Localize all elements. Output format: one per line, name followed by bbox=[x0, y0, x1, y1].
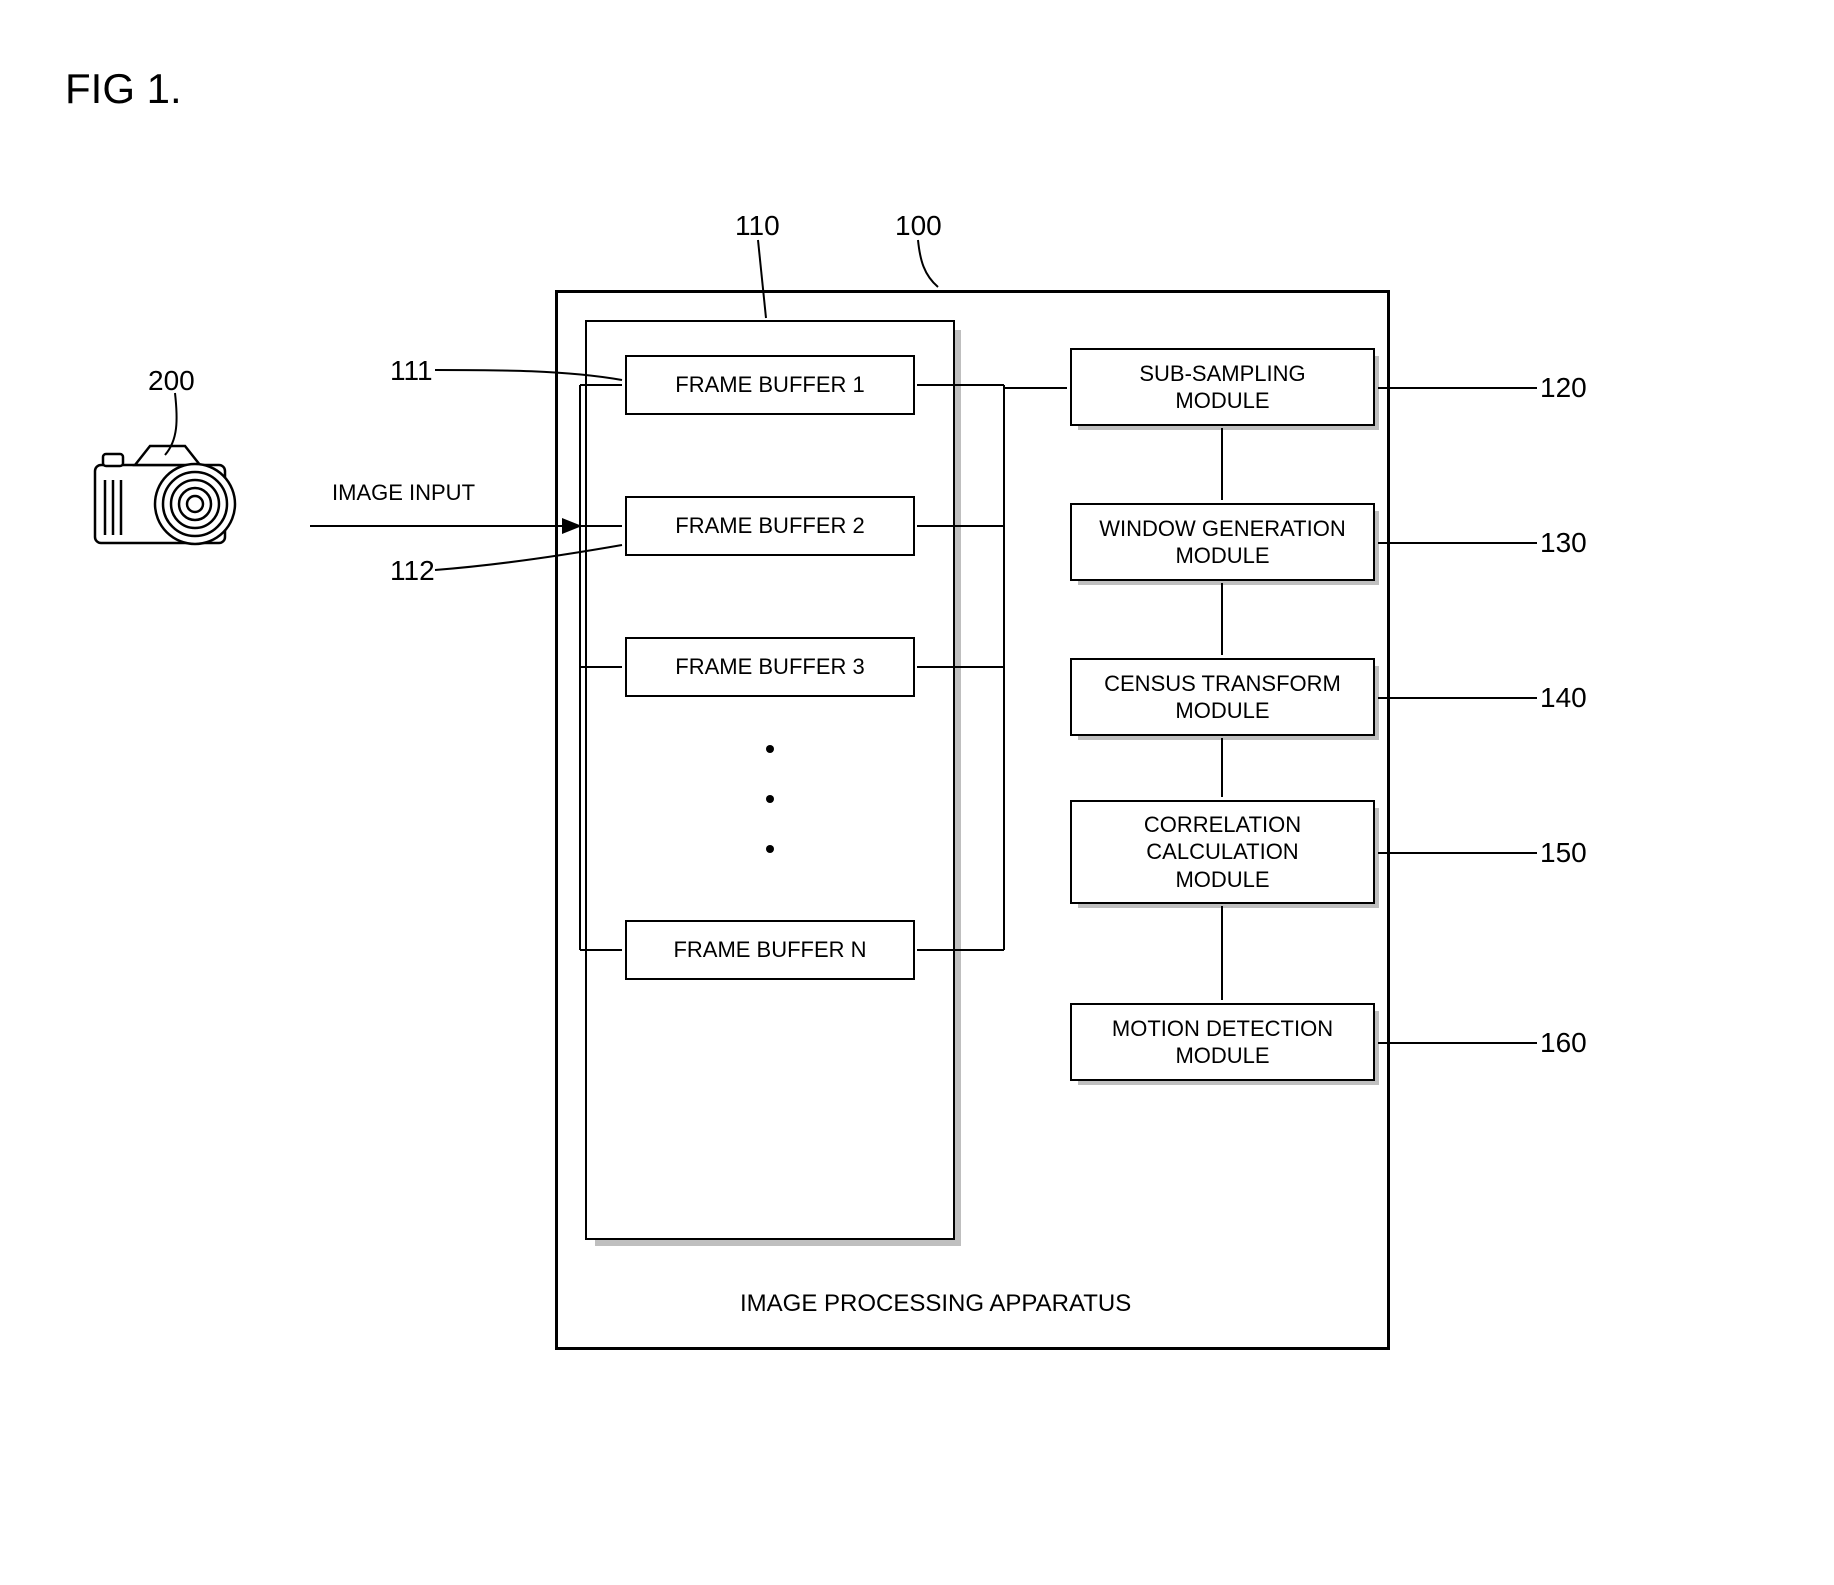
module-block: WINDOW GENERATION MODULE bbox=[1070, 503, 1375, 581]
module-block: MOTION DETECTION MODULE bbox=[1070, 1003, 1375, 1081]
frame-buffer-4: FRAME BUFFER N bbox=[625, 920, 915, 980]
frame-buffer-3: FRAME BUFFER 3 bbox=[625, 637, 915, 697]
module-block: SUB-SAMPLING MODULE bbox=[1070, 348, 1375, 426]
figure-label: FIG 1. bbox=[65, 65, 182, 113]
module-block: CORRELATION CALCULATION MODULE bbox=[1070, 800, 1375, 904]
100-leader bbox=[918, 240, 938, 287]
diagram-canvas: FIG 1. FRAME BUFFER 1 FRAME BUFFER 2 FRAME… bbox=[0, 0, 1834, 1585]
image-input-label: IMAGE INPUT bbox=[332, 480, 475, 506]
ellipsis-dot bbox=[766, 745, 774, 753]
frame-buffer-1: FRAME BUFFER 1 bbox=[625, 355, 915, 415]
ref-200: 200 bbox=[148, 365, 195, 397]
module-block: CENSUS TRANSFORM MODULE bbox=[1070, 658, 1375, 736]
ellipsis-dot bbox=[766, 795, 774, 803]
ref-120: 120 bbox=[1540, 372, 1587, 404]
ref-150: 150 bbox=[1540, 837, 1587, 869]
apparatus-label: IMAGE PROCESSING APPARATUS bbox=[740, 1290, 1131, 1318]
200-leader bbox=[165, 393, 177, 455]
ref-110: 110 bbox=[735, 210, 780, 242]
ref-160: 160 bbox=[1540, 1027, 1587, 1059]
ref-111: 111 bbox=[390, 355, 433, 387]
ref-130: 130 bbox=[1540, 527, 1587, 559]
ellipsis-dot bbox=[766, 845, 774, 853]
ref-100: 100 bbox=[895, 210, 942, 242]
ref-140: 140 bbox=[1540, 682, 1587, 714]
ref-112: 112 bbox=[390, 555, 435, 587]
frame-buffer-column bbox=[585, 320, 955, 1240]
frame-buffer-2: FRAME BUFFER 2 bbox=[625, 496, 915, 556]
